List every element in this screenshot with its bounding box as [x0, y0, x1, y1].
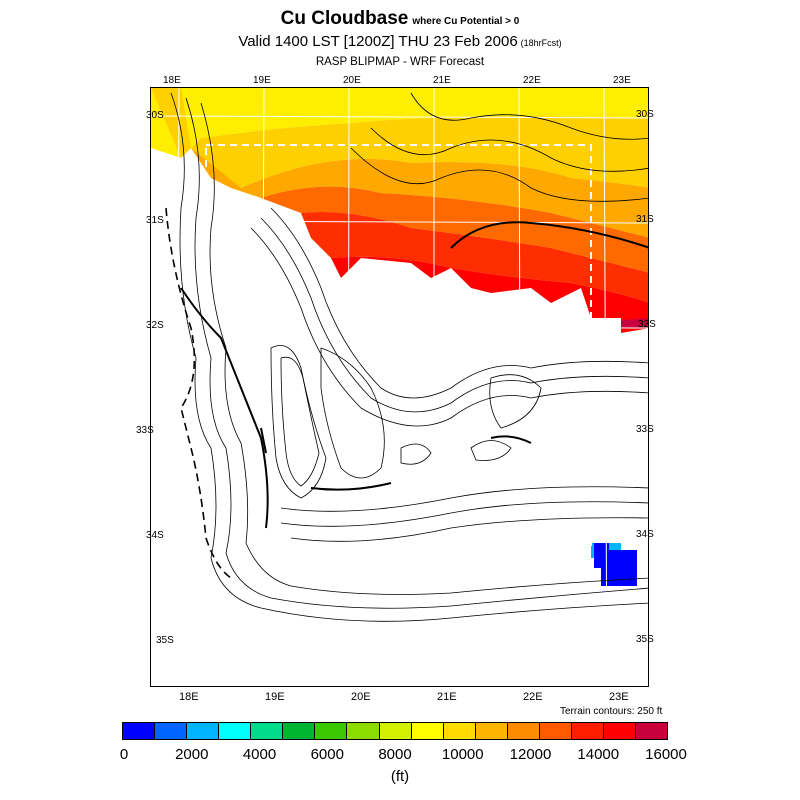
lat-label-left: 33S: [136, 425, 154, 436]
colorbar: [122, 722, 668, 740]
colorbar-swatch: [219, 723, 252, 739]
lon-label-bottom: 18E: [179, 691, 199, 703]
cloudbase-fill: [151, 88, 648, 586]
lon-label-bottom: 19E: [265, 691, 285, 703]
colorbar-swatch: [251, 723, 284, 739]
lon-label-bottom: 21E: [437, 691, 457, 703]
lon-label-bottom: 22E: [523, 691, 543, 703]
colorbar-swatch: [411, 723, 444, 739]
colorbar-swatch: [347, 723, 380, 739]
chart-title: Cu Cloudbase where Cu Potential > 0: [0, 8, 800, 30]
lat-label-left: 35S: [156, 635, 174, 646]
lat-label-right: 30S: [636, 109, 654, 120]
title-qualifier: where Cu Potential > 0: [412, 16, 520, 27]
lat-label-left: 31S: [146, 215, 164, 226]
colorbar-swatch: [123, 723, 156, 739]
colorbar-swatch: [187, 723, 220, 739]
lon-label-top: 23E: [613, 75, 631, 86]
lat-label-right: 31S: [636, 214, 654, 225]
colorbar-swatch: [539, 723, 572, 739]
lon-label-top: 22E: [523, 75, 541, 86]
lat-label-left: 34S: [146, 530, 164, 541]
colorbar-swatch: [379, 723, 412, 739]
source-label: RASP BLIPMAP - WRF Forecast: [315, 56, 485, 68]
title-main: Cu Cloudbase: [280, 8, 409, 29]
colorbar-tick-label: 16000: [645, 746, 687, 763]
colorbar-swatch: [603, 723, 636, 739]
colorbar-tick-label: 4000: [242, 746, 277, 763]
colorbar-swatch: [636, 723, 668, 739]
lon-label-top: 19E: [253, 75, 271, 86]
lat-label-right: 33S: [636, 424, 654, 435]
coastline: [165, 207, 232, 579]
colorbar-swatch: [571, 723, 604, 739]
band-crimson: [621, 318, 648, 328]
terrain-contours: [170, 92, 648, 622]
valid-time: Valid 1400 LST [1200Z] THU 23 Feb 2006 (1…: [0, 33, 800, 50]
graticule: [151, 88, 648, 686]
terrain-contours-bold: [180, 221, 648, 529]
band-red: [331, 256, 648, 333]
forecast-map: [150, 87, 649, 687]
forecast-hours: (18hrFcst): [520, 38, 562, 48]
colorbar-swatch: [283, 723, 316, 739]
lat-label-right: 35S: [636, 634, 654, 645]
colorbar-swatch: [155, 723, 188, 739]
lon-label-bottom: 23E: [609, 691, 629, 703]
band-yellow: [151, 88, 648, 158]
lon-label-top: 20E: [343, 75, 361, 86]
colorbar-swatch: [443, 723, 476, 739]
lat-label-right: 34S: [636, 529, 654, 540]
band-red-orange: [301, 212, 648, 303]
valid-text: Valid 1400 LST [1200Z] THU 23 Feb 2006: [238, 33, 518, 50]
map-svg: [151, 88, 648, 686]
lon-label-top: 21E: [433, 75, 451, 86]
band-yellow-orange: [151, 88, 648, 188]
colorbar-tick-label: 12000: [509, 746, 552, 763]
lon-label-bottom: 20E: [351, 691, 371, 703]
colorbar-swatch: [475, 723, 508, 739]
inner-domain-box: [205, 144, 592, 546]
colorbar-tick-label: 2000: [175, 746, 209, 763]
terrain-contour-note: Terrain contours: 250 ft: [560, 706, 663, 717]
colorbar-tick-label: 8000: [378, 746, 412, 763]
low-base-cell: [594, 543, 609, 568]
colorbar-swatch: [507, 723, 540, 739]
band-orange: [191, 148, 648, 238]
colorbar-units: (ft): [390, 768, 410, 785]
lat-label-left: 32S: [146, 320, 164, 331]
lat-label-left: 30S: [146, 110, 164, 121]
lon-label-top: 18E: [163, 75, 181, 86]
colorbar-tick-label: 10000: [441, 746, 484, 763]
lat-label-right: 32S: [638, 319, 656, 330]
colorbar-swatch: [315, 723, 348, 739]
band-dark-orange: [231, 186, 648, 273]
colorbar-tick-label: 6000: [310, 746, 344, 763]
colorbar-tick-label: 0: [119, 746, 129, 763]
colorbar-tick-label: 14000: [577, 746, 620, 763]
